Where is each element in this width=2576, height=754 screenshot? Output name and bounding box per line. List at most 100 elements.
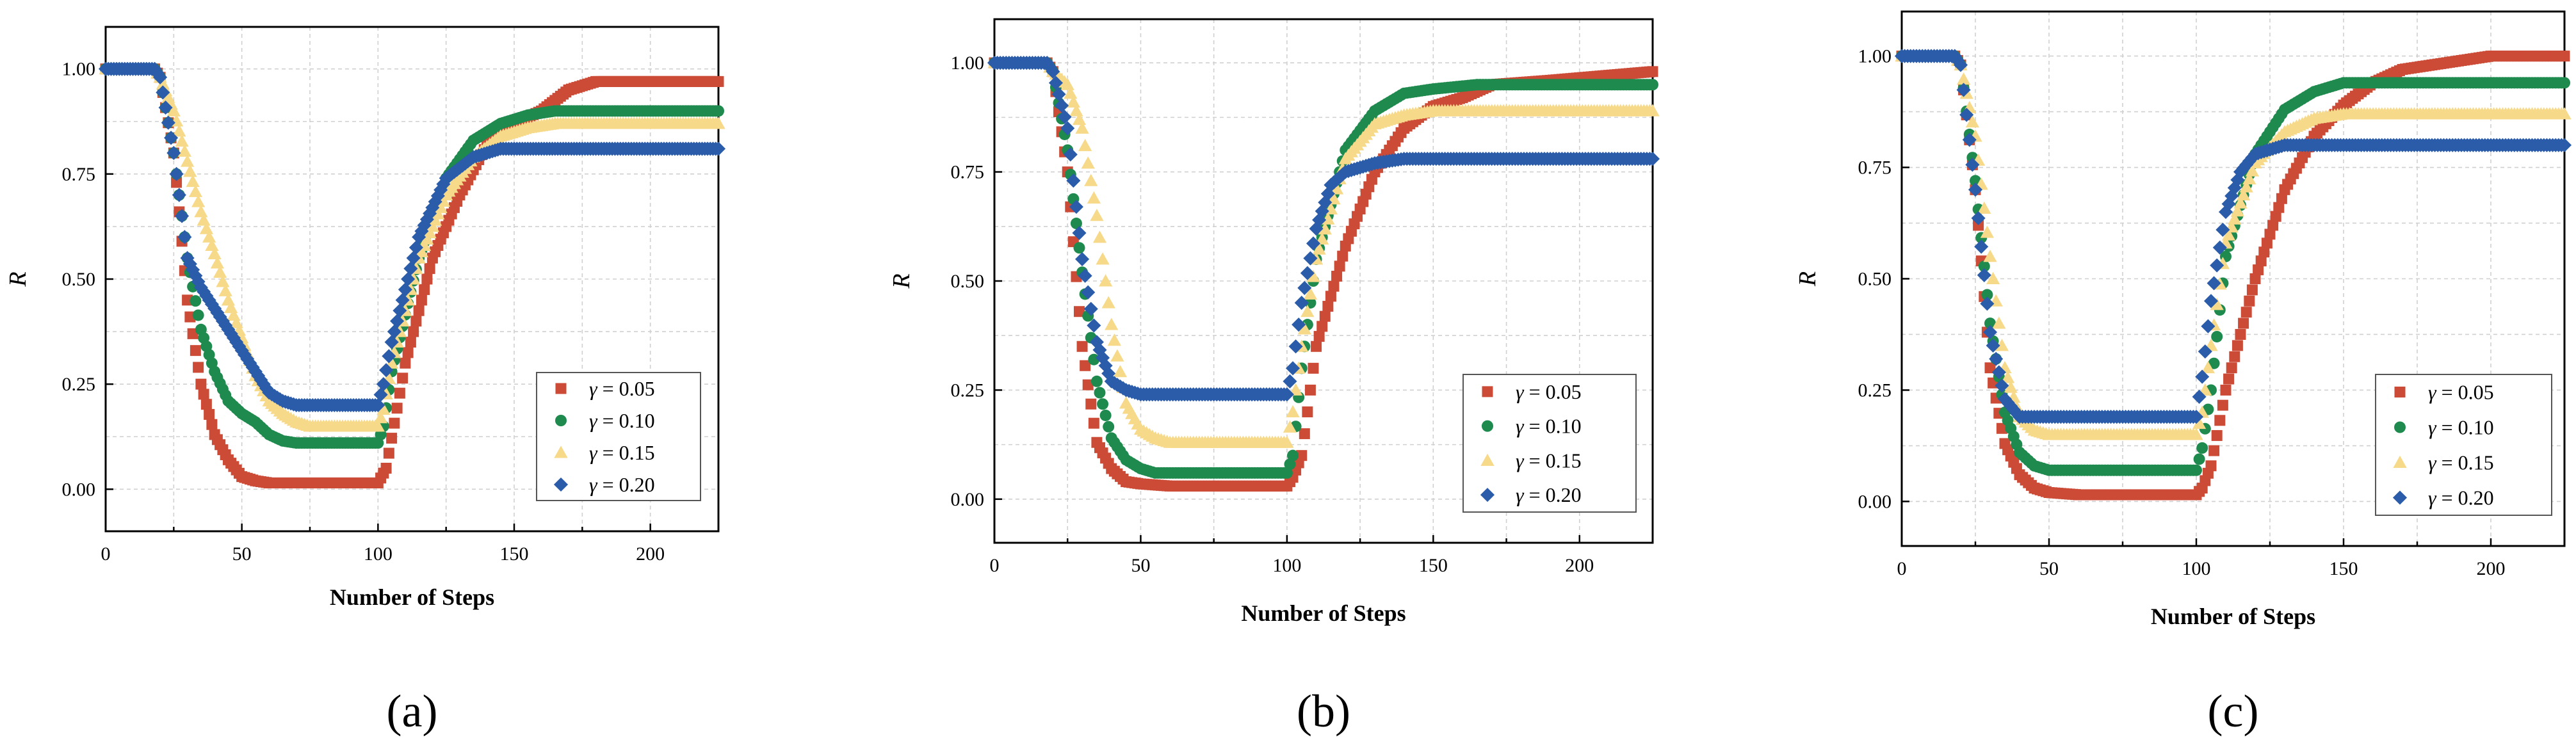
data-point — [1331, 271, 1343, 282]
data-point — [2261, 237, 2272, 249]
data-point — [1078, 268, 1092, 283]
data-point — [2000, 371, 2015, 383]
data-point — [2192, 417, 2207, 429]
data-point — [711, 141, 726, 156]
legend: γ = 0.05γ = 0.10γ = 0.15γ = 0.20 — [2375, 374, 2552, 516]
data-point — [2216, 222, 2230, 237]
data-point — [2220, 384, 2232, 396]
data-point — [1983, 250, 1997, 262]
data-point — [402, 347, 414, 358]
data-point — [177, 230, 192, 245]
data-point — [1303, 251, 1318, 266]
data-point — [403, 261, 418, 276]
data-point — [380, 463, 392, 474]
data-point — [1316, 321, 1328, 332]
y-tick-label: 0.75 — [62, 164, 96, 185]
data-point — [1279, 387, 1294, 402]
y-tick-label: 0.00 — [62, 479, 96, 500]
legend-entry-value: = 0.10 — [597, 409, 655, 432]
data-point — [186, 175, 200, 188]
data-point — [2226, 362, 2237, 374]
data-point — [194, 205, 208, 218]
data-point — [414, 245, 429, 257]
data-point — [1962, 132, 1977, 147]
x-axis-title: Number of Steps — [1241, 600, 1405, 626]
legend-entry-symbol: γ — [2428, 486, 2437, 509]
y-tick-label: 1.00 — [951, 52, 985, 74]
legend-entry-value: = 0.05 — [597, 377, 655, 400]
data-point — [2559, 77, 2570, 89]
legend-entry: γ = 0.05 — [589, 377, 655, 400]
legend-marker — [1482, 386, 1493, 397]
data-point — [1318, 222, 1332, 235]
data-point — [410, 316, 422, 327]
data-point — [2198, 344, 2212, 359]
legend-marker — [2392, 490, 2408, 505]
data-point — [1101, 296, 1115, 309]
data-point — [1306, 236, 1321, 251]
data-point — [1334, 261, 1345, 272]
data-point — [1973, 220, 1984, 231]
y-tick-label: 0.00 — [951, 489, 985, 510]
data-point — [2258, 246, 2270, 258]
data-point — [1995, 339, 2009, 351]
data-point — [2196, 442, 2208, 454]
x-tick-label: 100 — [364, 543, 393, 565]
data-point — [175, 209, 190, 223]
data-point — [1991, 365, 2006, 380]
data-point — [1989, 351, 2004, 366]
y-tick-label: 0.00 — [1858, 491, 1892, 512]
data-point — [1304, 384, 1316, 396]
data-point — [386, 433, 398, 444]
legend-entry-value: = 0.05 — [1524, 380, 1582, 403]
data-point — [1073, 242, 1085, 254]
data-point — [409, 240, 423, 255]
data-point — [420, 232, 434, 245]
legend-marker — [554, 445, 568, 458]
data-point — [2221, 197, 2236, 211]
y-axis-title: R — [1794, 271, 1821, 287]
data-point — [390, 314, 405, 328]
data-point — [424, 263, 435, 275]
legend-marker — [553, 477, 569, 492]
data-point — [1069, 200, 1083, 214]
data-point — [1325, 291, 1336, 302]
data-point — [1980, 225, 1995, 238]
data-point — [2264, 229, 2276, 240]
data-point — [161, 115, 175, 130]
data-point — [1110, 349, 1124, 362]
data-point — [153, 70, 168, 84]
legend-entry-symbol: γ — [589, 409, 598, 432]
data-point — [1084, 173, 1098, 186]
data-point — [382, 349, 396, 364]
data-point — [428, 213, 442, 226]
series-diamond — [1894, 49, 2572, 424]
data-point — [2211, 330, 2223, 342]
data-point — [2004, 380, 2018, 393]
data-point — [190, 295, 202, 307]
legend-marker — [1482, 420, 1493, 432]
data-point — [186, 262, 200, 277]
data-point — [2214, 415, 2226, 426]
data-point — [1085, 398, 1097, 410]
data-point — [206, 419, 218, 430]
data-point — [1113, 365, 1128, 378]
data-point — [373, 411, 388, 424]
data-point — [172, 188, 186, 202]
data-point — [1996, 422, 2007, 434]
x-axis-title: Number of Steps — [330, 584, 494, 610]
data-point — [1088, 417, 1099, 429]
data-point — [205, 238, 219, 251]
data-point — [1311, 341, 1322, 352]
data-point — [397, 373, 409, 384]
data-point — [1060, 77, 1074, 90]
data-point — [2246, 284, 2258, 296]
data-point — [1315, 204, 1329, 218]
data-point — [1103, 421, 1115, 433]
data-point — [1303, 287, 1318, 300]
data-point — [387, 325, 401, 339]
data-point — [1986, 338, 2000, 353]
data-point — [1064, 86, 1078, 99]
x-tick-label: 50 — [232, 543, 252, 565]
data-point — [166, 145, 181, 161]
